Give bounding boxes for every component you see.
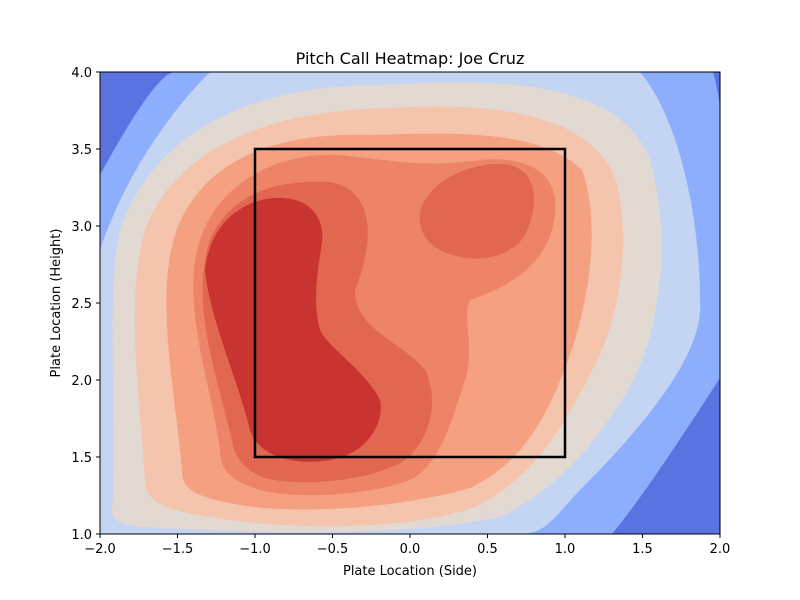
x-tick-label: −0.5: [317, 542, 349, 557]
strike-zone: [253, 147, 567, 459]
x-tick-label: −1.0: [239, 542, 271, 557]
x-tick-label: −2.0: [84, 542, 116, 557]
y-tick-label: 3.0: [71, 220, 92, 235]
x-tick-label: −1.5: [162, 542, 194, 557]
x-tick-label: 1.0: [555, 542, 576, 557]
y-tick-label: 2.5: [71, 297, 92, 312]
y-tick-label: 4.0: [71, 66, 92, 81]
x-tick-label: 0.5: [477, 542, 498, 557]
y-axis: 1.0 1.5 2.0 2.5 3.0 3.5 4.0: [71, 66, 100, 543]
plot-area: [100, 72, 720, 534]
x-tick-label: 0.0: [400, 542, 421, 557]
y-tick-label: 3.5: [71, 143, 92, 158]
contour-level-8: [205, 197, 381, 462]
y-axis-label: Plate Location (Height): [49, 229, 64, 378]
x-axis: −2.0 −1.5 −1.0 −0.5 0.0 0.5 1.0 1.5 2.0: [84, 534, 730, 557]
x-axis-label: Plate Location (Side): [343, 564, 477, 579]
x-tick-label: 2.0: [710, 542, 731, 557]
y-tick-label: 1.5: [71, 451, 92, 466]
y-tick-label: 2.0: [71, 374, 92, 389]
x-tick-label: 1.5: [632, 542, 653, 557]
contour-level-7b: [419, 164, 535, 259]
y-tick-label: 1.0: [71, 528, 92, 543]
chart-title: Pitch Call Heatmap: Joe Cruz: [296, 49, 525, 68]
